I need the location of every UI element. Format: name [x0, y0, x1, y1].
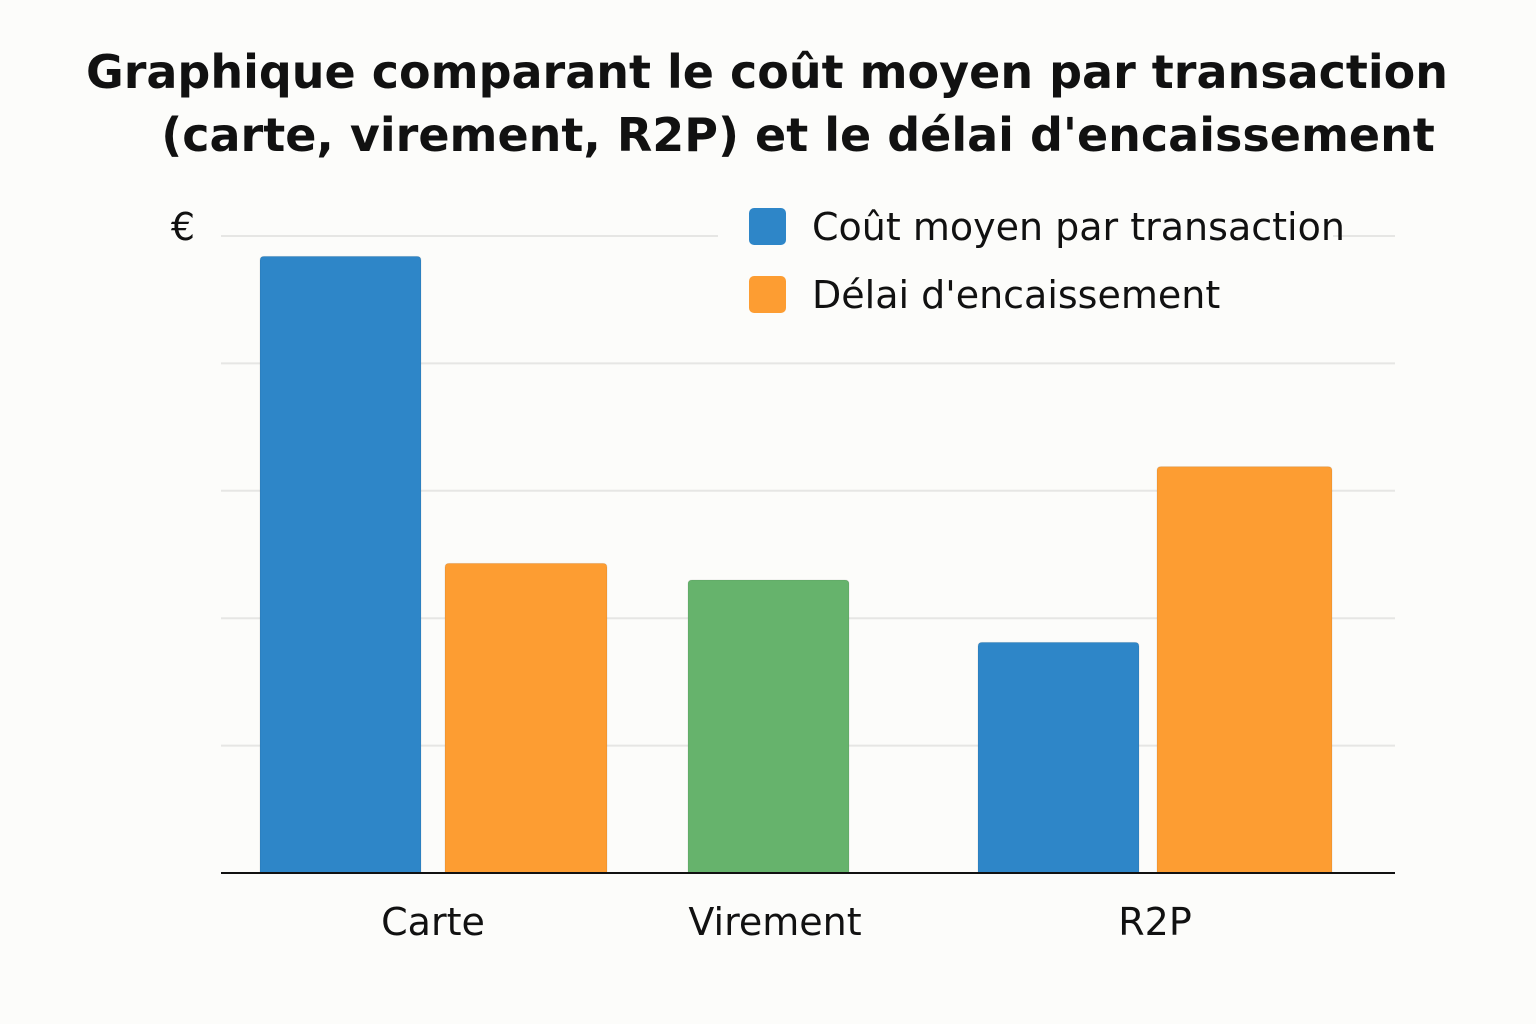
legend-swatch — [749, 276, 786, 313]
legend-background — [718, 190, 1333, 340]
bar-carte-series-2 — [444, 562, 608, 874]
x-tick-labels: Carte Virement R2P — [381, 900, 1192, 944]
bar-r2p-series-2 — [1156, 466, 1333, 874]
legend-label: Coût moyen par transaction — [812, 205, 1345, 249]
chart-title-line-2: (carte, virement, R2P) et le délai d'enc… — [161, 108, 1435, 162]
x-tick-carte: Carte — [381, 900, 485, 944]
legend-swatch — [749, 208, 786, 245]
legend-label: Délai d'encaissement — [812, 273, 1220, 317]
y-axis-unit-label: € — [171, 205, 195, 249]
bar-virement-series-3 — [687, 579, 850, 874]
chart-title-line-1: Graphique comparant le coût moyen par tr… — [86, 45, 1448, 99]
x-tick-r2p: R2P — [1118, 900, 1192, 944]
legend: Coût moyen par transaction Délai d'encais… — [718, 190, 1345, 340]
bar-r2p-series-1 — [977, 641, 1140, 874]
bar-carte-series-1 — [259, 255, 422, 874]
bars — [259, 255, 1333, 874]
x-tick-virement: Virement — [688, 900, 861, 944]
